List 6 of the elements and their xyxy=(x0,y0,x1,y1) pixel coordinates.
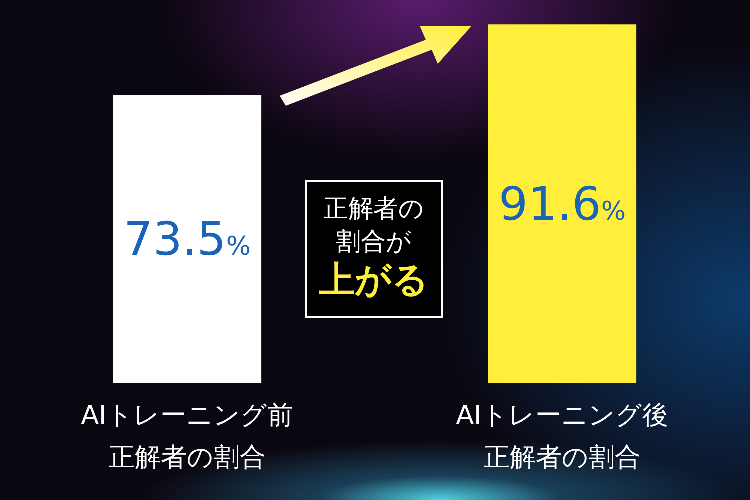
annotation: 正解者の割合が xyxy=(322,193,426,258)
x-tick-label: AIトレーニング前正解者の割合 xyxy=(80,400,295,475)
annotation: 上がる xyxy=(319,259,429,304)
data-label: 73.5% xyxy=(124,212,252,266)
data-label: 91.6% xyxy=(498,176,626,231)
x-tick-label: AIトレーニング後正解者の割合 xyxy=(455,400,670,475)
